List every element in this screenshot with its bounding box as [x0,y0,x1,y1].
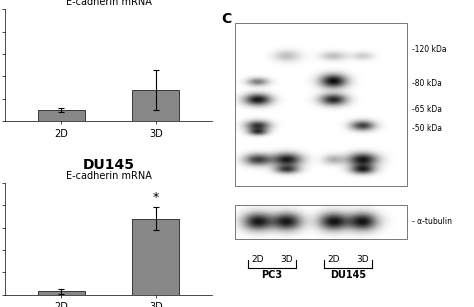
Text: 2D: 2D [251,255,264,264]
Text: 3D: 3D [356,255,369,264]
Text: E-cadherin mRNA: E-cadherin mRNA [66,170,152,181]
Bar [235,205,407,239]
Text: E-cadherin mRNA: E-cadherin mRNA [66,0,152,7]
Bar [235,24,407,186]
Text: -50 kDa: -50 kDa [412,124,442,133]
Text: *: * [153,191,159,204]
Text: DU145: DU145 [330,270,366,281]
Text: - α-tubulin: - α-tubulin [412,217,452,227]
Text: -120 kDa: -120 kDa [412,45,447,54]
Title: DU145: DU145 [82,158,135,172]
Text: 2D: 2D [327,255,339,264]
Bar [38,291,85,295]
Text: PC3: PC3 [262,270,283,281]
Text: -80 kDa: -80 kDa [412,79,442,88]
Bar [132,90,180,121]
Bar [38,110,85,121]
Bar [132,219,180,295]
Text: C: C [221,12,231,26]
Text: -65 kDa: -65 kDa [412,105,442,114]
Text: 3D: 3D [281,255,293,264]
